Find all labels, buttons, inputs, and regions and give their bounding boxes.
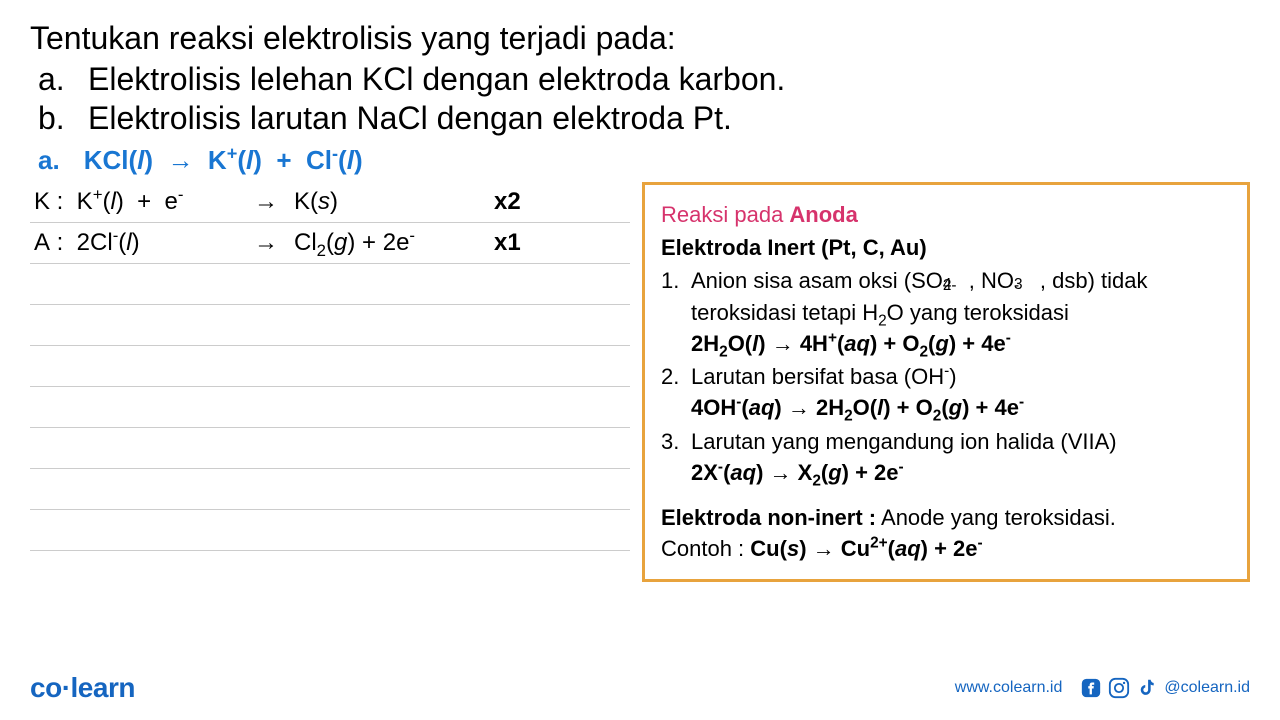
blank-row bbox=[30, 387, 630, 428]
tiktok-icon[interactable] bbox=[1136, 677, 1158, 699]
work-rhs: Cl2(g) + 2e- bbox=[294, 229, 494, 257]
item-number: 3. bbox=[661, 426, 691, 488]
item-label: a. bbox=[38, 61, 88, 98]
facebook-icon[interactable] bbox=[1080, 677, 1102, 699]
multiplier: x1 bbox=[494, 229, 521, 257]
item-equation: 4OH-(aq) → 2H2O(l) + O2(g) + 4e- bbox=[691, 395, 1024, 420]
item-equation: 2X-(aq) → X2(g) + 2e- bbox=[691, 460, 904, 485]
blank-row bbox=[30, 428, 630, 469]
website-link[interactable]: www.colearn.id bbox=[955, 679, 1063, 697]
item-body: Larutan bersifat basa (OH-)4OH-(aq) → 2H… bbox=[691, 361, 1231, 423]
item-body: Larutan yang mengandung ion halida (VIIA… bbox=[691, 426, 1231, 488]
social-links: @colearn.id bbox=[1080, 677, 1250, 699]
blank-row bbox=[30, 346, 630, 387]
blank-row bbox=[30, 469, 630, 510]
question-item-a: a.Elektrolisis lelehan KCl dengan elektr… bbox=[30, 61, 1250, 98]
blank-row bbox=[30, 264, 630, 305]
info-list-item: 3.Larutan yang mengandung ion halida (VI… bbox=[661, 426, 1231, 488]
work-rhs: K(s) bbox=[294, 188, 494, 216]
instagram-icon[interactable] bbox=[1108, 677, 1130, 699]
question-item-b: b.Elektrolisis larutan NaCl dengan elekt… bbox=[30, 100, 1250, 137]
info-title: Reaksi pada Anoda bbox=[661, 199, 1231, 230]
work-lhs: A : 2Cl-(l) bbox=[34, 229, 254, 257]
info-list-item: 2.Larutan bersifat basa (OH-)4OH-(aq) → … bbox=[661, 361, 1231, 423]
info-bottom: Elektroda non-inert : Anode yang teroksi… bbox=[661, 502, 1231, 564]
arrow-icon: → bbox=[254, 188, 294, 216]
work-area: K : K+(l) + e-→K(s)x2A : 2Cl-(l)→Cl2(g) … bbox=[30, 182, 630, 582]
multiplier: x2 bbox=[494, 188, 521, 216]
info-list-item: 1.Anion sisa asam oksi (SO2-4 , NO-3 , d… bbox=[661, 265, 1231, 359]
work-row: K : K+(l) + e-→K(s)x2 bbox=[30, 182, 630, 223]
social-handle: @colearn.id bbox=[1164, 679, 1250, 697]
work-row: A : 2Cl-(l)→Cl2(g) + 2e-x1 bbox=[30, 223, 630, 264]
info-box: Reaksi pada Anoda Elektroda Inert (Pt, C… bbox=[642, 182, 1250, 582]
item-label: b. bbox=[38, 100, 88, 137]
answer-equation: a. KCl(l) → K+(l) + Cl-(l) bbox=[30, 145, 1250, 176]
footer: co·learn www.colearn.id @colearn.id bbox=[0, 672, 1280, 704]
info-list: 1.Anion sisa asam oksi (SO2-4 , NO-3 , d… bbox=[661, 265, 1231, 488]
blank-row bbox=[30, 305, 630, 346]
answer-letter: a. bbox=[38, 145, 60, 175]
answer-eq: KCl(l) → K+(l) + Cl-(l) bbox=[84, 145, 363, 175]
info-subtitle: Elektroda Inert (Pt, C, Au) bbox=[661, 232, 1231, 263]
question-title: Tentukan reaksi elektrolisis yang terjad… bbox=[30, 20, 1250, 57]
item-text: Elektrolisis larutan NaCl dengan elektro… bbox=[88, 100, 732, 136]
work-lhs: K : K+(l) + e- bbox=[34, 188, 254, 216]
blank-row bbox=[30, 510, 630, 551]
item-text: Elektrolisis lelehan KCl dengan elektrod… bbox=[88, 61, 785, 97]
item-number: 2. bbox=[661, 361, 691, 423]
logo: co·learn bbox=[30, 672, 135, 704]
item-equation: 2H2O(l) → 4H+(aq) + O2(g) + 4e- bbox=[691, 331, 1011, 356]
item-body: Anion sisa asam oksi (SO2-4 , NO-3 , dsb… bbox=[691, 265, 1231, 359]
item-number: 1. bbox=[661, 265, 691, 359]
arrow-icon: → bbox=[254, 229, 294, 257]
